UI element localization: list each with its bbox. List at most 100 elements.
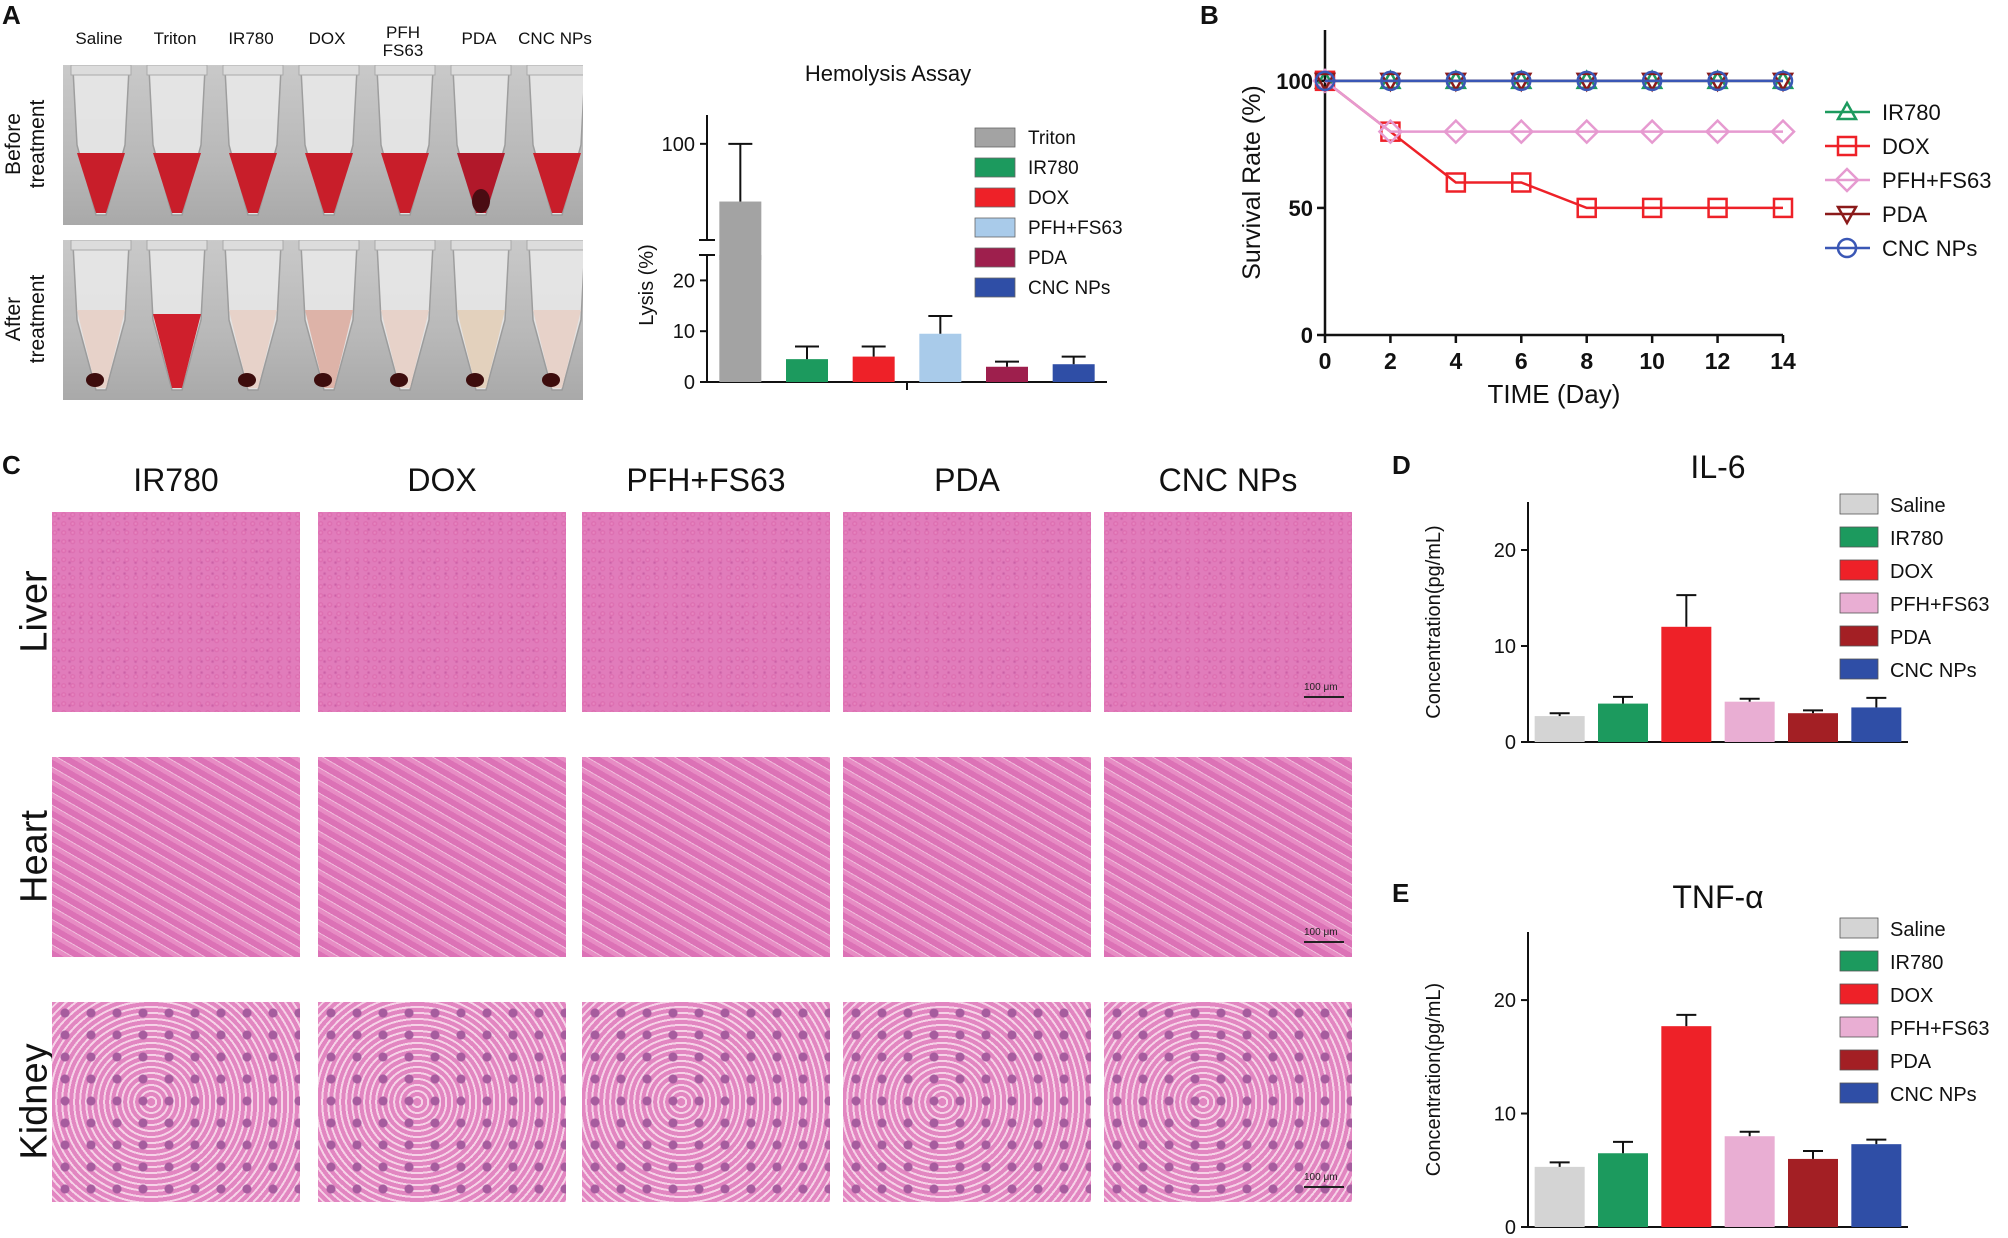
histology-tile [582,757,830,957]
chart-title: IL-6 [1690,449,1745,485]
tube-column-label: Triton [153,29,197,48]
tube-liquid [533,153,581,213]
x-tick-label: 10 [1639,348,1665,374]
y-tick-label: 0 [1505,732,1516,754]
histology-tile [52,1002,300,1202]
panel-letter-e: E [1392,878,1410,908]
panel-letter-b: B [1200,0,1219,30]
series-marker [1707,70,1728,92]
y-tick-label: 0 [684,372,695,394]
legend-label: IR780 [1890,528,1943,550]
survival-chart: 0 50 100 0 2 4 6 8 10 12 14 TIME (Day) Survival Rate… [1238,30,1991,409]
bar [852,356,895,382]
bar [1052,364,1095,382]
x-tick-label: 14 [1770,348,1796,374]
legend-swatch [1839,1016,1879,1038]
legend-swatch [1839,658,1879,680]
legend-swatch [1839,625,1879,647]
tube-liquid [229,153,277,213]
series-marker [1770,118,1796,145]
legend-label: DOX [1890,561,1933,583]
legend-swatch [1839,1082,1879,1104]
legend-label: Saline [1890,919,1946,941]
bar [919,333,962,382]
bar [986,366,1028,382]
legend-label: PFH+FS63 [1890,1018,1989,1040]
histology-column-title: DOX [407,462,477,498]
histology-tile [843,757,1091,957]
series-marker [1641,70,1663,92]
legend-swatch [974,127,1016,148]
y-axis-label: Concentration(pg/mL) [1423,983,1445,1176]
pellet [86,373,104,387]
tube-rim [450,65,512,76]
bar [1534,716,1585,742]
histology-tile [318,512,566,712]
tube-liquid [381,153,429,213]
tube-liquid [381,310,429,388]
series-marker [1377,118,1404,145]
x-tick-label: 12 [1705,348,1731,374]
tube-liquid [153,314,201,388]
scale-bar-label: 100 μm [1304,682,1338,693]
tube-liquid [229,310,277,388]
tube-row-svg [70,65,583,216]
y-tick-label: 20 [1494,540,1516,562]
histology-tile [1104,512,1352,712]
legend-swatch [1839,983,1879,1005]
bar [1851,707,1902,742]
histology-column-title: IR780 [133,462,219,498]
tube-rim [70,65,132,76]
bar [1661,626,1712,742]
histology-tile [843,1002,1091,1202]
legend-swatch [974,217,1016,238]
y-tick-label: 100 [1276,69,1313,94]
tube-liquid [77,153,125,213]
legend-label: IR780 [1890,952,1943,974]
bar [1724,701,1775,742]
tube-liquid [457,153,505,213]
tube-rim [298,65,360,76]
series-marker [1639,118,1665,145]
histology-tile [318,757,566,957]
y-tick-label: 10 [1494,1104,1516,1126]
tube-row-svg [70,240,583,391]
tube-column-label: CNC NPs [518,29,592,48]
legend-swatch [1839,592,1879,614]
x-tick-label: 0 [1319,348,1332,374]
bar [1788,713,1838,742]
legend-label: PDA [1890,1051,1932,1073]
legend-marker [1835,100,1859,121]
bar [1724,1136,1775,1227]
scale-bar-line [1304,696,1344,698]
y-tick-label: 10 [1494,636,1516,658]
bar [786,359,828,382]
series-marker [1573,118,1600,145]
bar [1598,1153,1648,1227]
pellet [238,373,256,387]
y-tick-label: 50 [1289,196,1313,221]
tube-column-label: Saline [75,29,123,48]
series-marker [1508,118,1535,145]
bar [1598,703,1648,742]
tube-column-label: PDA [461,29,497,48]
pellet [466,373,484,387]
legend-label: PFH+FS63 [1890,594,1989,616]
organ-label: Heart [13,810,56,903]
legend-swatch [974,247,1016,268]
legend-label: PDA [1028,248,1067,269]
series-marker [1511,172,1532,193]
x-tick-label: 4 [1449,348,1462,374]
panel-letter-c: C [2,450,21,480]
tube-rim [222,65,284,76]
pellet [390,373,408,387]
series-marker [1380,70,1401,92]
organ-label: Kidney [13,1043,56,1160]
y-tick-label: 20 [673,270,695,292]
sediment [472,189,490,213]
legend-label: Triton [1028,128,1076,149]
y-tick-label: 10 [673,321,695,343]
series-marker [1443,118,1469,145]
tube-rim [374,240,436,251]
histology-column-title: PDA [934,462,1000,498]
